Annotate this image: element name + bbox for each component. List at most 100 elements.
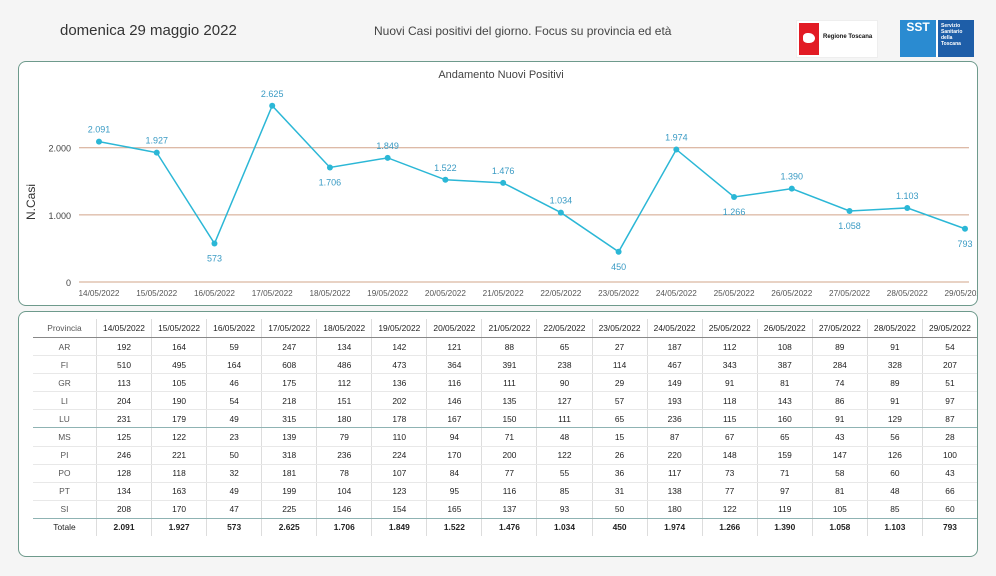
- value-cell: 364: [426, 355, 482, 375]
- value-cell: 58: [811, 464, 868, 483]
- value-cell: 165: [426, 500, 482, 519]
- value-cell: 49: [206, 409, 262, 429]
- data-label: 1.034: [550, 196, 573, 206]
- x-tick-label: 14/05/2022: [79, 289, 120, 298]
- value-cell: 26: [591, 446, 648, 465]
- line-chart: Andamento Nuovi Positivi N.Casi 0 1.000 2.…: [24, 69, 986, 298]
- value-cell: 119: [756, 500, 813, 519]
- data-point: [500, 179, 507, 186]
- value-cell: 113: [95, 373, 152, 393]
- x-tick-label: 18/05/2022: [309, 289, 350, 298]
- x-tick-label: 15/05/2022: [136, 289, 177, 298]
- value-cell: 510: [95, 355, 152, 375]
- value-cell: 91: [866, 391, 923, 411]
- table-row: PI 246 221 50 318 236 224 170 200 122 26 220 148 159 1…: [33, 446, 977, 465]
- value-cell: 151: [316, 391, 372, 411]
- value-cell: 84: [426, 464, 482, 483]
- data-point: [904, 204, 911, 211]
- value-cell: 116: [481, 482, 537, 501]
- data-label: 793: [957, 239, 972, 249]
- value-cell: 121: [426, 337, 482, 357]
- value-cell: 50: [206, 446, 262, 465]
- value-cell: 179: [151, 409, 207, 429]
- column-header-date: 16/05/2022: [206, 319, 262, 338]
- data-point: [788, 185, 795, 192]
- column-header-date: 27/05/2022: [811, 319, 868, 338]
- value-cell: 89: [811, 337, 868, 357]
- table-row: LI 204 190 54 218 151 202 146 135 127 57 193 118 143 8…: [33, 391, 977, 411]
- value-cell: 91: [701, 373, 758, 393]
- value-cell: 56: [866, 427, 923, 447]
- data-point: [269, 102, 276, 109]
- value-cell: 129: [866, 409, 923, 429]
- table-card: Provincia 14/05/2022 15/05/2022 16/05/2022…: [18, 311, 978, 557]
- value-cell: 318: [261, 446, 317, 465]
- column-header-date: 14/05/2022: [95, 319, 152, 338]
- table-total-row: Totale 2.091 1.927 573 2.625 1.706 1.849 1.522 1…: [33, 518, 977, 537]
- value-cell: 117: [646, 464, 703, 483]
- table-header-row: Provincia 14/05/2022 15/05/2022 16/05/2022…: [33, 319, 977, 338]
- x-tick-label: 27/05/2022: [829, 289, 870, 298]
- data-point: [211, 240, 218, 247]
- y-tick-label: 1.000: [48, 211, 71, 221]
- province-cell: AR: [33, 337, 97, 357]
- value-cell: 47: [206, 500, 262, 519]
- data-point: [846, 207, 853, 214]
- x-tick-label: 28/05/2022: [887, 289, 928, 298]
- value-cell: 1.058: [811, 518, 868, 537]
- x-tick-label: 24/05/2022: [656, 289, 697, 298]
- table-row: FI 510 495 164 608 486 473 364 391 238 114 467 343 38…: [33, 355, 977, 375]
- value-cell: 148: [701, 446, 758, 465]
- column-header-date: 23/05/2022: [591, 319, 648, 338]
- data-point: [153, 149, 160, 156]
- table-row: PO 128 118 32 181 78 107 84 77 55 36 117 73 71 58 60 43: [33, 464, 977, 483]
- data-label: 1.849: [376, 141, 399, 151]
- value-cell: 343: [701, 355, 758, 375]
- column-header-provincia: Provincia: [33, 319, 97, 338]
- value-cell: 116: [426, 373, 482, 393]
- value-cell: 125: [95, 427, 152, 447]
- series-new-positives: [96, 102, 968, 255]
- value-cell: 175: [261, 373, 317, 393]
- value-cell: 100: [921, 446, 977, 465]
- value-cell: 54: [921, 337, 977, 357]
- data-point: [442, 176, 449, 183]
- x-tick-label: 17/05/2022: [252, 289, 293, 298]
- value-cell: 115: [701, 409, 758, 429]
- value-cell: 81: [811, 482, 868, 501]
- value-cell: 170: [426, 446, 482, 465]
- province-cell: PT: [33, 482, 97, 501]
- value-cell: 66: [921, 482, 977, 501]
- data-label: 2.091: [88, 125, 111, 135]
- column-header-date: 15/05/2022: [151, 319, 207, 338]
- value-cell: 1.476: [481, 518, 537, 537]
- value-cell: 218: [261, 391, 317, 411]
- value-cell: 328: [866, 355, 923, 375]
- value-cell: 88: [481, 337, 537, 357]
- value-cell: 43: [921, 464, 977, 483]
- column-header-date: 20/05/2022: [426, 319, 482, 338]
- value-cell: 57: [591, 391, 648, 411]
- data-point: [384, 154, 391, 161]
- value-cell: 204: [95, 391, 152, 411]
- value-cell: 28: [921, 427, 977, 447]
- value-cell: 160: [756, 409, 813, 429]
- sst-logo-mark: SST: [900, 20, 936, 57]
- value-cell: 1.849: [371, 518, 427, 537]
- value-cell: 163: [151, 482, 207, 501]
- value-cell: 139: [261, 427, 317, 447]
- value-cell: 54: [206, 391, 262, 411]
- value-cell: 142: [371, 337, 427, 357]
- value-cell: 315: [261, 409, 317, 429]
- value-cell: 128: [95, 464, 152, 483]
- x-tick-label: 16/05/2022: [194, 289, 235, 298]
- value-cell: 1.103: [866, 518, 923, 537]
- value-cell: 89: [866, 373, 923, 393]
- data-point: [962, 225, 968, 232]
- value-cell: 208: [95, 500, 152, 519]
- value-cell: 450: [591, 518, 648, 537]
- column-header-date: 19/05/2022: [371, 319, 427, 338]
- value-cell: 49: [206, 482, 262, 501]
- table-row: SI 208 170 47 225 146 154 165 137 93 50 180 122 119 10…: [33, 500, 977, 519]
- value-cell: 238: [536, 355, 593, 375]
